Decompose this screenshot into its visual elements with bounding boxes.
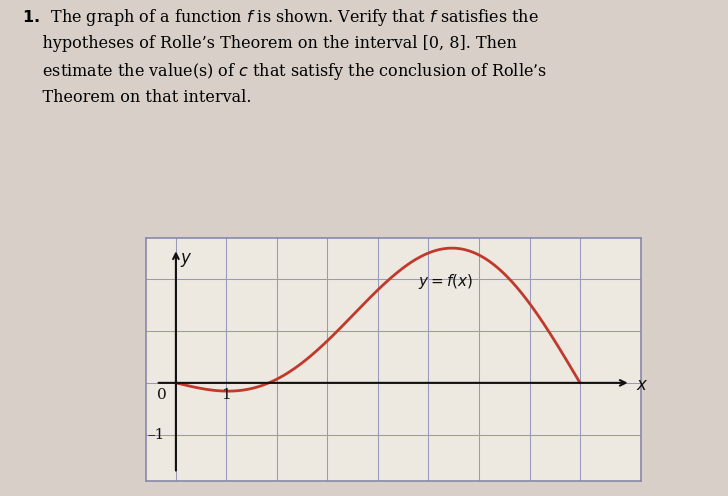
Text: $y = f(x)$: $y = f(x)$ bbox=[419, 272, 473, 291]
Text: –1: –1 bbox=[148, 428, 165, 441]
Text: $x$: $x$ bbox=[636, 377, 648, 394]
Text: 0: 0 bbox=[157, 387, 167, 402]
Text: $y$: $y$ bbox=[180, 251, 192, 269]
Text: $\mathbf{1.}$ The graph of a function $f$ is shown. Verify that $f$ satisfies th: $\mathbf{1.}$ The graph of a function $f… bbox=[22, 7, 547, 106]
Text: 1: 1 bbox=[221, 387, 232, 402]
